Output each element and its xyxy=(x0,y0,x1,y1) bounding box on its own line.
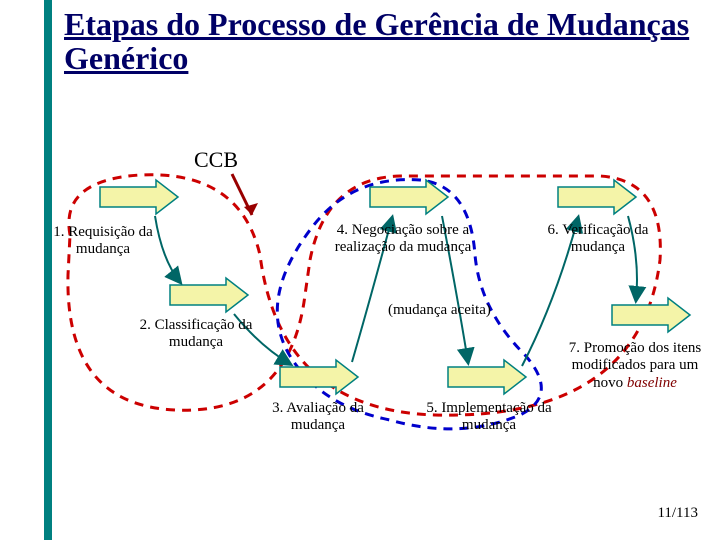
step-5-label: 5. Implementação da mudança xyxy=(414,400,564,435)
block-arrow-1 xyxy=(100,180,178,214)
connector-1-2 xyxy=(155,216,180,282)
step-3-label: 3. Avaliação da mudança xyxy=(258,400,378,435)
diagram-canvas xyxy=(0,0,720,540)
block-arrow-4 xyxy=(370,180,448,214)
step-7-baseline: baseline xyxy=(627,375,677,391)
block-arrow-5 xyxy=(448,360,526,394)
step-2-label: 2. Classificação da mudança xyxy=(126,317,266,352)
block-arrow-3 xyxy=(280,360,358,394)
block-arrow-2 xyxy=(170,278,248,312)
ccb-arrow xyxy=(232,174,258,215)
step-7-label: 7. Promoção dos itens modificados para u… xyxy=(560,340,710,392)
accept-label: (mudança aceita) xyxy=(388,302,491,319)
block-arrow-6 xyxy=(558,180,636,214)
step-4-label: 4. Negociação sobre a realização da muda… xyxy=(318,222,488,257)
ccb-label: CCB xyxy=(194,147,238,172)
page-number: 11/113 xyxy=(657,505,698,522)
step-6-label: 6. Verificação da mudança xyxy=(528,222,668,257)
step-1-label: 1. Requisição da mudança xyxy=(48,224,158,259)
